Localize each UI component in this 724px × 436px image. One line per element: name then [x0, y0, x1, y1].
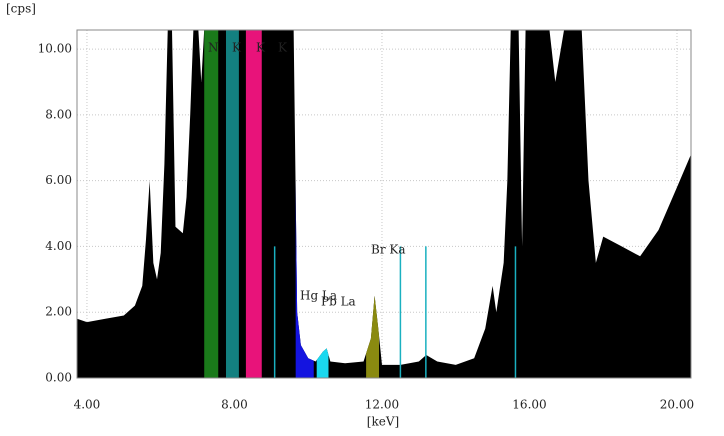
plot-frame	[76, 29, 692, 379]
x-tick-label: 20.00	[660, 398, 694, 412]
y-tick-label: 8.00	[45, 107, 72, 121]
y-axis-label: [cps]	[6, 2, 36, 16]
plot	[77, 30, 691, 378]
x-tick-label: 12.00	[365, 398, 399, 412]
x-tick-label: 8.00	[221, 398, 248, 412]
annotation: K	[278, 41, 288, 55]
highlight-region	[366, 30, 380, 378]
x-axis-label: [keV]	[367, 415, 399, 429]
highlight-region	[204, 30, 219, 378]
highlight-region	[295, 30, 314, 378]
x-tick-label: 4.00	[74, 398, 101, 412]
annotation: Pb La	[321, 295, 356, 309]
highlight-region	[316, 30, 329, 378]
highlight-region	[225, 30, 239, 378]
annotation: N	[208, 41, 219, 55]
annotation: K	[232, 41, 242, 55]
annotation: Hg La	[300, 289, 337, 303]
spectrum	[77, 30, 691, 378]
y-tick-label: 0.00	[45, 371, 72, 385]
y-tick-label: 2.00	[45, 305, 72, 319]
y-tick-label: 4.00	[45, 239, 72, 253]
x-tick-label: 16.00	[512, 398, 546, 412]
highlight-region	[245, 30, 262, 378]
y-tick-label: 10.00	[38, 42, 72, 56]
y-tick-label: 6.00	[45, 173, 72, 187]
annotation: K	[256, 41, 266, 55]
annotation: Br Ka	[371, 243, 406, 257]
